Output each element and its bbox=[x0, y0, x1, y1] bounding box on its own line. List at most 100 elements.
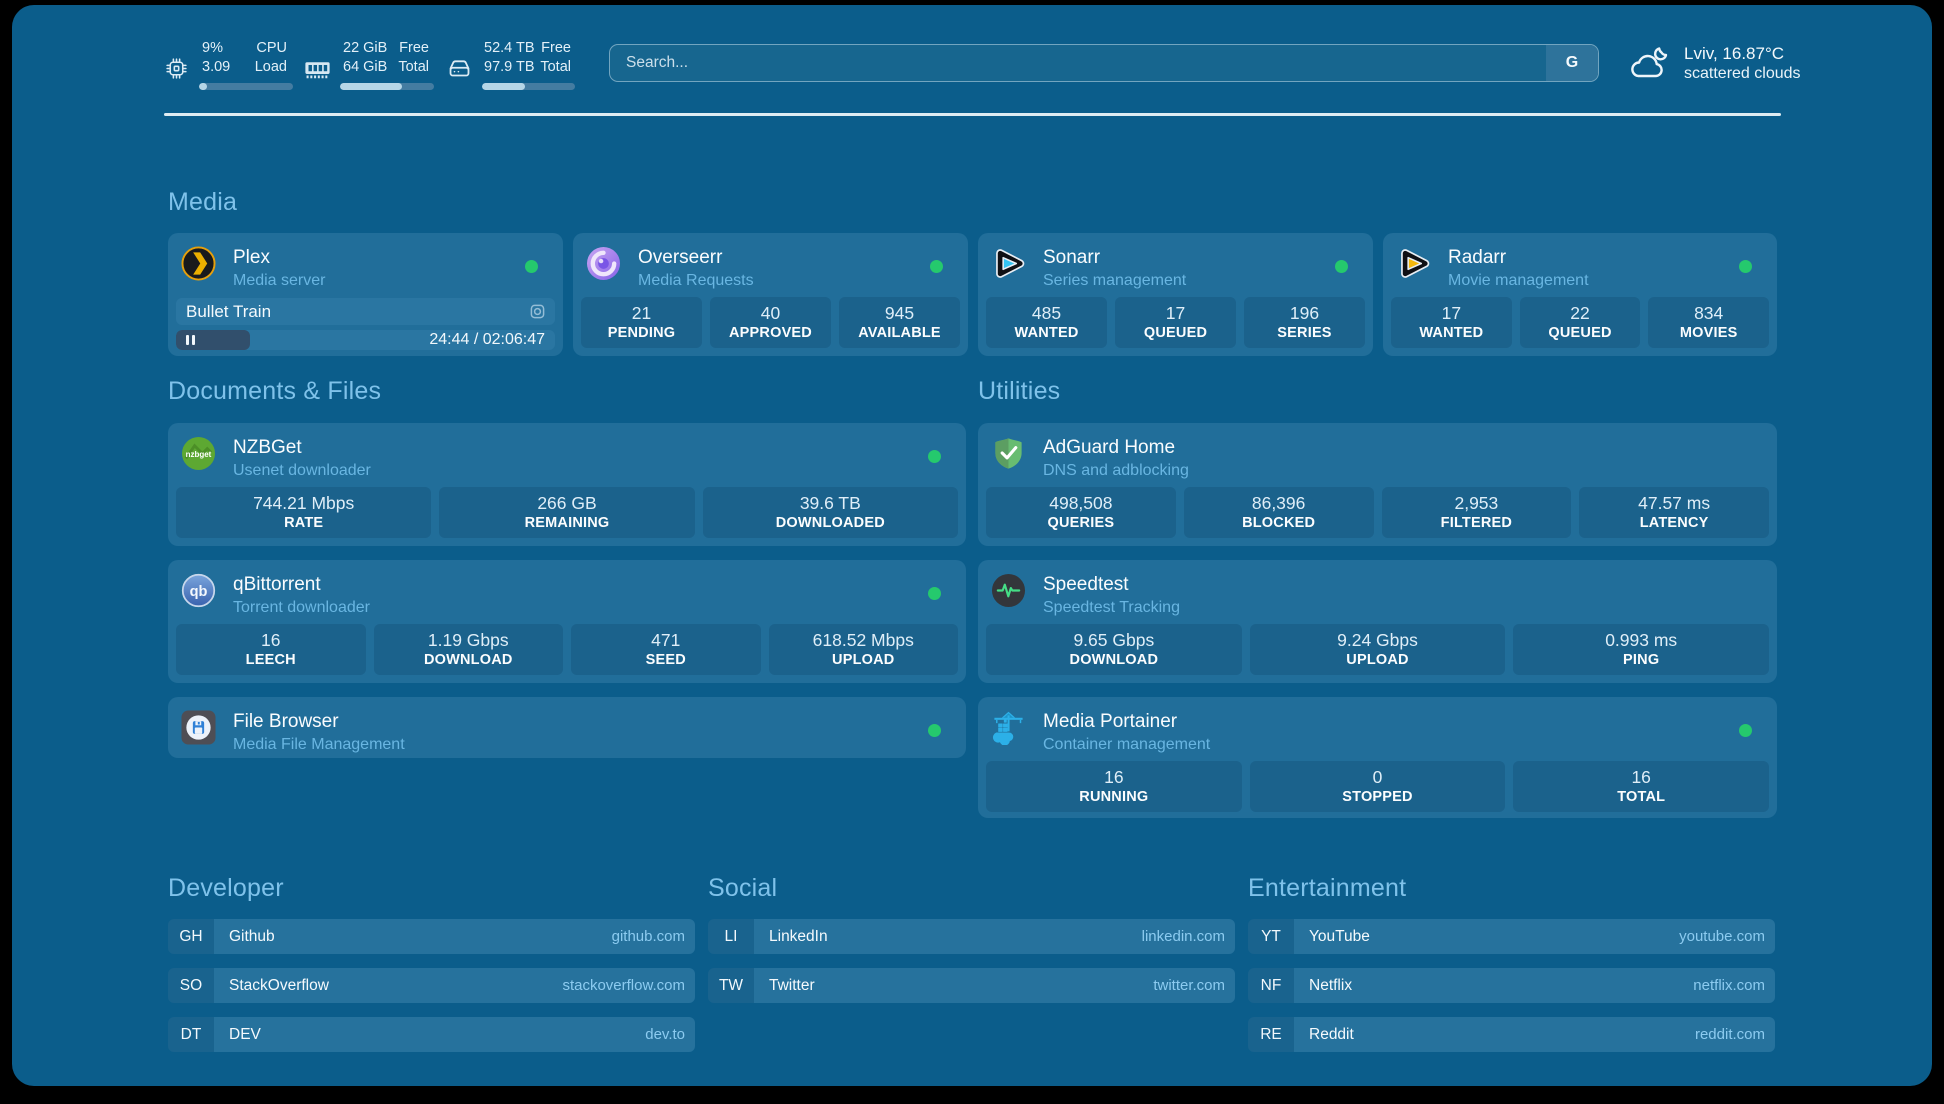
stat-value: 22 bbox=[1570, 303, 1590, 323]
cpu-percent: 9% bbox=[202, 40, 223, 56]
stat-block: 16 TOTAL bbox=[1513, 761, 1770, 812]
service-card-adguard[interactable]: AdGuard Home DNS and adblocking 498,508 … bbox=[978, 423, 1777, 546]
bookmark-youtube[interactable]: YT YouTube youtube.com bbox=[1248, 919, 1775, 954]
sonarr-icon bbox=[996, 249, 1025, 278]
stat-block: 834 MOVIES bbox=[1648, 297, 1770, 348]
search-provider-label: G bbox=[1565, 54, 1579, 71]
overseerr-icon bbox=[586, 246, 621, 281]
bookmark-name: Twitter bbox=[769, 976, 815, 994]
memory-label-1: Free bbox=[399, 40, 429, 56]
bookmark-github[interactable]: GH Github github.com bbox=[168, 919, 695, 954]
stat-label: MOVIES bbox=[1679, 325, 1738, 341]
bookmark-name: DEV bbox=[229, 1025, 261, 1043]
bookmark-abbr: RE bbox=[1248, 1017, 1294, 1052]
bookmark-group-title-entertainment: Entertainment bbox=[1248, 874, 1407, 902]
service-card-sonarr[interactable]: Sonarr Series management 485 WANTED 17 Q… bbox=[978, 233, 1373, 356]
weather-condition: scattered clouds bbox=[1684, 65, 1801, 82]
stat-label: FILTERED bbox=[1440, 515, 1513, 531]
stat-value: 485 bbox=[1031, 303, 1062, 323]
stat-label: PENDING bbox=[607, 325, 676, 341]
service-card-qbittorrent[interactable]: qb qBittorrent Torrent downloader 16 LEE… bbox=[168, 560, 966, 683]
header-divider bbox=[164, 113, 1781, 116]
service-description: Container management bbox=[1043, 736, 1211, 753]
stat-value: 39.6 TB bbox=[799, 493, 861, 513]
stat-block: 945 AVAILABLE bbox=[839, 297, 960, 348]
service-card-radarr[interactable]: Radarr Movie management 17 WANTED 22 QUE… bbox=[1383, 233, 1777, 356]
stat-value: 1.19 Gbps bbox=[427, 630, 509, 650]
stat-block: 196 SERIES bbox=[1244, 297, 1365, 348]
stat-label: DOWNLOAD bbox=[423, 652, 513, 668]
stat-value: 9.24 Gbps bbox=[1337, 630, 1418, 650]
bookmark-stackoverflow[interactable]: SO StackOverflow stackoverflow.com bbox=[168, 968, 695, 1003]
stat-block: 498,508 QUERIES bbox=[986, 487, 1176, 538]
bookmark-dev[interactable]: DT DEV dev.to bbox=[168, 1017, 695, 1052]
cpu-progress-fill bbox=[199, 83, 208, 90]
stat-label: SEED bbox=[645, 652, 686, 668]
bookmark-url: github.com bbox=[611, 928, 685, 945]
service-description: Speedtest Tracking bbox=[1043, 599, 1180, 616]
stat-block: 39.6 TB DOWNLOADED bbox=[702, 487, 958, 538]
video-camera-icon bbox=[530, 304, 545, 319]
cpu-loadavg: 3.09 bbox=[202, 59, 231, 75]
stat-value: 945 bbox=[884, 303, 915, 323]
stat-block: 485 WANTED bbox=[986, 297, 1107, 348]
memory-progress-track bbox=[340, 83, 434, 90]
service-description: Torrent downloader bbox=[233, 599, 370, 616]
stat-label: APPROVED bbox=[729, 325, 812, 341]
bookmark-reddit[interactable]: RE Reddit reddit.com bbox=[1248, 1017, 1775, 1052]
bookmark-netflix[interactable]: NF Netflix netflix.com bbox=[1248, 968, 1775, 1003]
bookmark-linkedin[interactable]: LI LinkedIn linkedin.com bbox=[708, 919, 1235, 954]
cpu-icon bbox=[166, 58, 187, 79]
stat-block: 47.57 ms LATENCY bbox=[1579, 487, 1769, 538]
bookmark-abbr: GH bbox=[168, 919, 214, 954]
service-description: Media File Management bbox=[233, 736, 405, 753]
service-description: Series management bbox=[1043, 272, 1187, 289]
service-card-plex[interactable]: Plex Media server Bullet Train 24:44 / 0… bbox=[168, 233, 563, 356]
stat-block: 9.24 Gbps UPLOAD bbox=[1249, 624, 1506, 675]
section-title-documents: Documents & Files bbox=[168, 377, 382, 405]
disk-widget: 52.4 TB 97.9 TB Free Total bbox=[447, 39, 577, 91]
stat-value: 86,396 bbox=[1251, 493, 1306, 513]
stat-value: 17 bbox=[1441, 303, 1462, 323]
svg-text:qb: qb bbox=[190, 584, 208, 600]
disk-free: 52.4 TB bbox=[484, 40, 535, 56]
service-description: DNS and adblocking bbox=[1043, 462, 1189, 479]
service-name: File Browser bbox=[233, 711, 339, 732]
bookmark-name: Reddit bbox=[1309, 1025, 1354, 1043]
bookmark-abbr: DT bbox=[168, 1017, 214, 1052]
online-status-dot bbox=[525, 260, 538, 273]
stat-block: 17 WANTED bbox=[1391, 297, 1512, 348]
online-status-dot bbox=[928, 587, 941, 600]
stat-label: QUEUED bbox=[1548, 325, 1612, 341]
stat-label: RUNNING bbox=[1079, 789, 1149, 805]
service-name: Sonarr bbox=[1043, 247, 1101, 268]
search-provider-button[interactable]: G bbox=[1546, 45, 1598, 81]
radarr-icon bbox=[1401, 249, 1430, 278]
service-name: Plex bbox=[233, 247, 270, 268]
service-card-speedtest[interactable]: Speedtest Speedtest Tracking 9.65 Gbps D… bbox=[978, 560, 1777, 683]
stat-block: 0 STOPPED bbox=[1249, 761, 1506, 812]
service-card-portainer[interactable]: Media Portainer Container management 16 … bbox=[978, 697, 1777, 818]
service-name: Media Portainer bbox=[1043, 711, 1178, 732]
stat-label: STOPPED bbox=[1342, 789, 1413, 805]
service-description: Usenet downloader bbox=[233, 462, 371, 479]
stat-block: 16 LEECH bbox=[176, 624, 366, 675]
service-card-filebrowser[interactable]: File Browser Media File Management bbox=[168, 697, 966, 758]
service-card-overseerr[interactable]: Overseerr Media Requests 21 PENDING 40 A… bbox=[573, 233, 968, 356]
service-name: Speedtest bbox=[1043, 574, 1129, 595]
bookmark-abbr: TW bbox=[708, 968, 754, 1003]
bookmark-twitter[interactable]: TW Twitter twitter.com bbox=[708, 968, 1235, 1003]
stat-value: 471 bbox=[651, 630, 681, 650]
filebrowser-icon bbox=[181, 710, 216, 745]
plex-icon bbox=[181, 246, 216, 281]
stat-block: 266 GB REMAINING bbox=[439, 487, 695, 538]
online-status-dot bbox=[1739, 724, 1752, 737]
pause-icon[interactable] bbox=[186, 335, 195, 345]
memory-progress-fill bbox=[340, 83, 402, 90]
service-name: AdGuard Home bbox=[1043, 437, 1176, 458]
search-input[interactable] bbox=[610, 45, 1598, 81]
stat-value: 21 bbox=[631, 303, 652, 323]
stat-block: 16 RUNNING bbox=[986, 761, 1242, 812]
bookmark-abbr: YT bbox=[1248, 919, 1294, 954]
service-card-nzbget[interactable]: nzbget NZBGet Usenet downloader 744.21 M… bbox=[168, 423, 966, 546]
